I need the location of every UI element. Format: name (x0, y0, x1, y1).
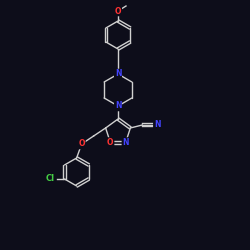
Text: N: N (115, 102, 121, 110)
Text: N: N (122, 138, 129, 147)
Text: O: O (78, 140, 85, 148)
Text: Cl: Cl (46, 174, 55, 184)
Text: O: O (107, 138, 114, 147)
Text: O: O (115, 6, 121, 16)
Text: N: N (154, 120, 160, 130)
Text: N: N (115, 70, 121, 78)
